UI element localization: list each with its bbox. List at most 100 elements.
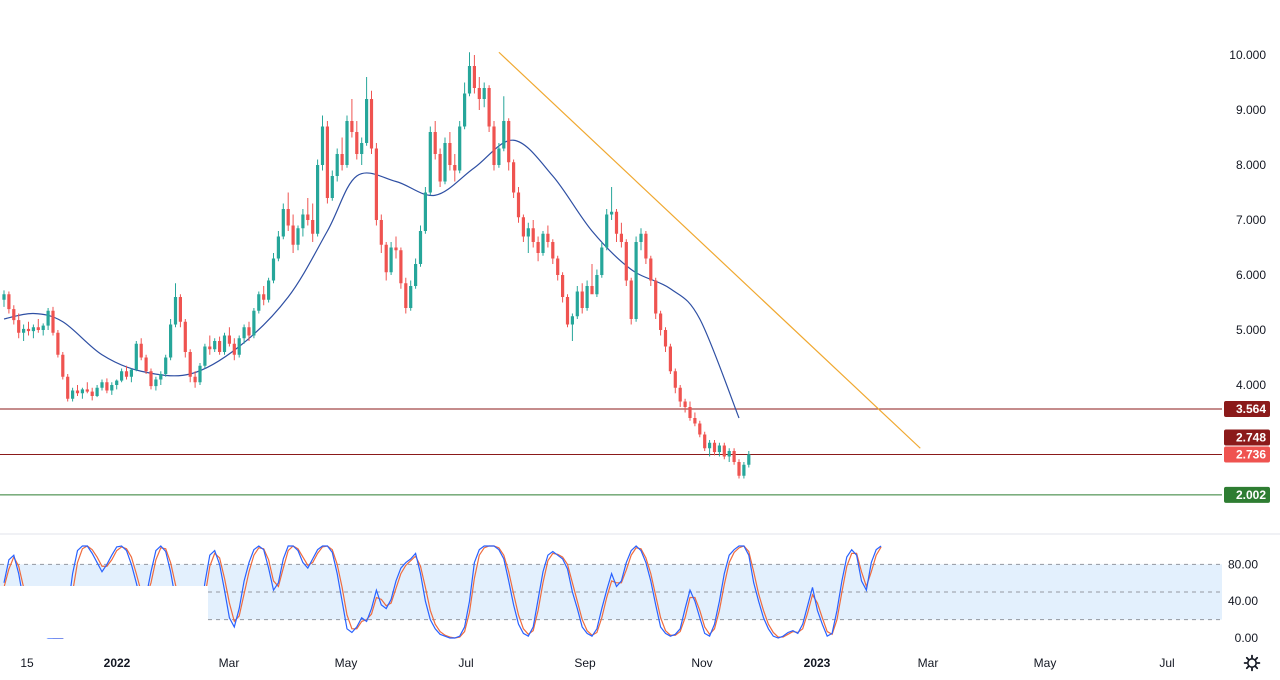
candle <box>66 374 70 402</box>
time-tick-label: 15 <box>20 656 34 670</box>
candle <box>663 327 668 352</box>
candle <box>169 319 173 361</box>
candle <box>100 379 104 391</box>
level-badge-label: 2.002 <box>1236 488 1266 502</box>
candle <box>2 290 6 307</box>
candle <box>12 305 16 325</box>
candle <box>159 371 163 385</box>
candle <box>438 148 442 187</box>
candle <box>561 272 565 303</box>
candle <box>418 225 423 267</box>
candle <box>546 225 550 248</box>
candle <box>247 321 251 341</box>
candle <box>350 99 354 138</box>
candle <box>727 448 731 462</box>
candle <box>624 239 628 286</box>
candle <box>365 77 369 146</box>
candle <box>605 209 609 251</box>
level-badge-label: 2.736 <box>1236 448 1266 462</box>
candle <box>453 154 457 182</box>
trendline-line[interactable] <box>498 51 921 449</box>
candle <box>369 90 374 154</box>
moving-average <box>3 139 740 419</box>
candle <box>232 338 236 361</box>
candle <box>276 231 280 262</box>
candle <box>124 365 129 380</box>
candle <box>330 170 334 201</box>
candle <box>222 332 227 355</box>
candle <box>267 277 271 303</box>
candle <box>227 327 231 347</box>
candle <box>75 385 80 396</box>
candle <box>712 440 717 456</box>
trendline <box>498 51 921 449</box>
candle <box>90 387 94 401</box>
price-tick-label: 4.000 <box>1236 378 1266 392</box>
gear-icon[interactable] <box>1243 654 1261 672</box>
candle <box>409 280 413 311</box>
level-badge-label: 2.748 <box>1236 431 1266 445</box>
time-tick-label: Jul <box>458 656 473 670</box>
ma-line[interactable] <box>3 139 740 419</box>
candle <box>198 363 202 385</box>
price-tick-label: 10.000 <box>1229 48 1266 62</box>
candle <box>467 52 472 97</box>
candle <box>149 368 153 390</box>
candle <box>551 239 555 264</box>
candle <box>742 462 746 479</box>
candle <box>394 236 398 259</box>
price-tick-label: 5.000 <box>1236 323 1266 337</box>
candle <box>193 371 197 388</box>
candle <box>36 319 40 333</box>
candle <box>649 255 653 286</box>
candle <box>173 283 178 328</box>
candle <box>507 118 511 171</box>
candle <box>120 368 124 383</box>
candle <box>71 387 75 402</box>
candle <box>61 352 65 380</box>
candle <box>188 349 192 383</box>
candle <box>178 294 182 328</box>
candle <box>531 220 535 248</box>
candle <box>389 242 393 275</box>
candle <box>732 448 736 465</box>
price-tick-label: 9.000 <box>1236 103 1266 117</box>
candle <box>80 387 84 399</box>
time-tick-label: May <box>335 656 358 670</box>
candle <box>708 440 712 457</box>
candle <box>703 431 707 451</box>
candle <box>414 258 418 289</box>
candle <box>139 338 143 361</box>
level-badge <box>1224 429 1270 446</box>
candle <box>262 286 266 306</box>
candle <box>482 82 486 108</box>
candle <box>340 137 344 171</box>
candle <box>31 324 35 339</box>
candle <box>22 324 26 341</box>
candle <box>325 121 329 204</box>
candle <box>110 382 114 395</box>
time-tick-label: Mar <box>918 656 939 670</box>
candle <box>585 280 589 311</box>
candle <box>115 379 119 390</box>
candle <box>556 255 560 281</box>
oscillator-tick-label: 0.00 <box>1235 631 1259 645</box>
candle <box>614 209 619 242</box>
candle <box>85 382 89 394</box>
stoch-d-line[interactable] <box>3 545 882 639</box>
horizontal-levels <box>0 408 1222 496</box>
candle <box>458 121 462 174</box>
level-badge <box>1224 446 1270 463</box>
time-tick-label: 2022 <box>104 656 131 670</box>
candle <box>463 82 467 130</box>
candle <box>698 420 702 438</box>
stoch-k-line[interactable] <box>3 545 882 639</box>
candle <box>644 231 648 264</box>
candle <box>144 354 148 374</box>
candle <box>575 286 579 319</box>
price-tick-label: 7.000 <box>1236 213 1266 227</box>
candle <box>252 308 256 339</box>
candle <box>203 343 207 369</box>
candle <box>384 242 388 281</box>
candle <box>105 378 109 394</box>
